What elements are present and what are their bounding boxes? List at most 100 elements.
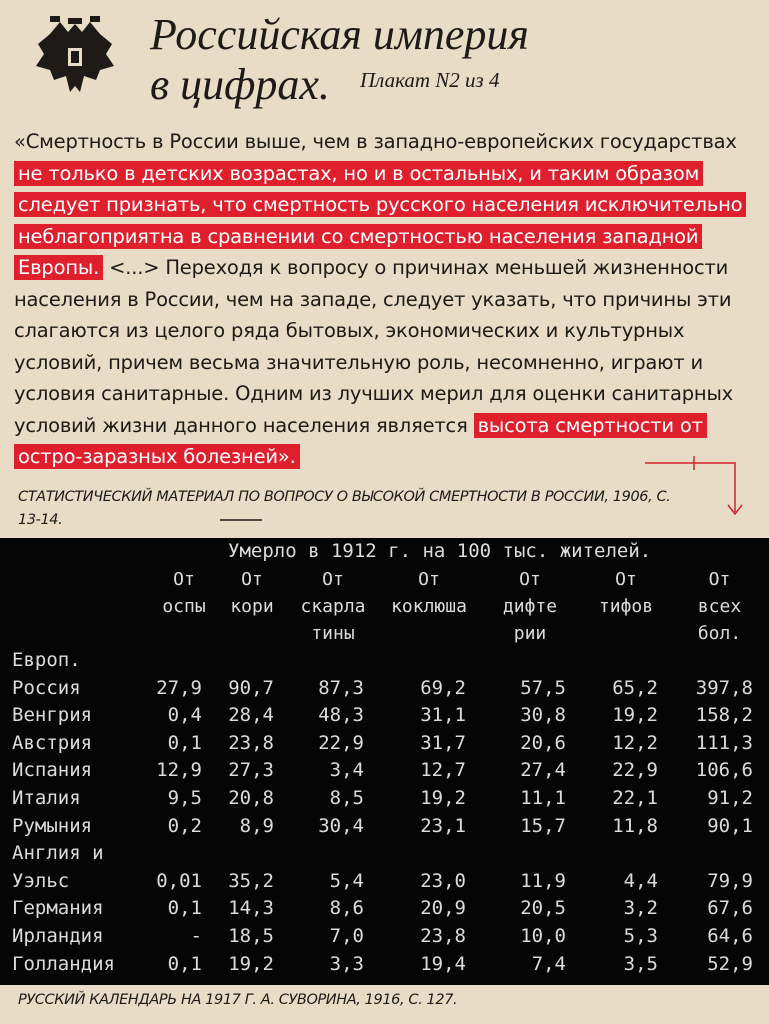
quote-text: «Смертность в России выше, чем в западно… bbox=[14, 130, 737, 153]
cell: 12,7 bbox=[420, 759, 466, 782]
cell: 31,7 bbox=[420, 731, 466, 754]
cell: 23,0 bbox=[420, 869, 466, 892]
cell: 9,5 bbox=[167, 786, 202, 809]
table-body: Европ. Россия 27,9 90,7 87,3 69,2 57,5 65,2 397… bbox=[12, 647, 767, 978]
table-row: Англия и Уэльс 0,01 35,2 5,4 23,0 11,9 4,4 79,9 bbox=[12, 840, 767, 895]
cell: 106,6 bbox=[695, 759, 753, 782]
cell: 67,6 bbox=[707, 897, 753, 920]
cell: 91,2 bbox=[707, 786, 753, 809]
cell: 19,2 bbox=[228, 952, 274, 975]
cell: 31,1 bbox=[420, 704, 466, 727]
cell: 35,2 bbox=[228, 869, 274, 892]
cell: 11,1 bbox=[520, 786, 566, 809]
row-label: Австрия bbox=[12, 731, 93, 754]
column-header: От тифов bbox=[598, 569, 654, 617]
title-line: Российская империя bbox=[150, 10, 529, 59]
cell: 0,1 bbox=[167, 731, 202, 754]
cell: 90,7 bbox=[228, 676, 274, 699]
cell: 8,6 bbox=[329, 897, 364, 920]
table-row: Испания 12,9 27,3 3,4 12,7 27,4 22,9 106,6 bbox=[12, 757, 767, 785]
cell: 57,5 bbox=[520, 676, 566, 699]
cell: 20,8 bbox=[228, 786, 274, 809]
row-label: Испания bbox=[12, 759, 93, 782]
cell: 30,8 bbox=[520, 704, 566, 727]
cell: 20,9 bbox=[420, 897, 466, 920]
table-caption: Умерло в 1912 г. на 100 тыс. жителей. bbox=[228, 540, 652, 562]
cell: 30,4 bbox=[318, 814, 364, 837]
row-label: Италия bbox=[12, 786, 81, 809]
cell: 8,5 bbox=[329, 786, 364, 809]
title: Российская империя в цифрах. bbox=[150, 10, 529, 110]
cell: 27,9 bbox=[156, 676, 202, 699]
table-row: Ирландия - 18,5 7,0 23,8 10,0 5,3 64,6 bbox=[12, 923, 767, 951]
cell: 5,4 bbox=[329, 869, 364, 892]
column-header: От кори bbox=[230, 569, 274, 617]
cell: 8,9 bbox=[239, 814, 274, 837]
cell: 0,1 bbox=[167, 952, 202, 975]
cell: 28,4 bbox=[228, 704, 274, 727]
row-label: Голландия bbox=[12, 952, 115, 975]
cell: 14,3 bbox=[228, 897, 274, 920]
cell: 69,2 bbox=[420, 676, 466, 699]
footer-source: РУССКИЙ КАЛЕНДАРЬ НА 1917 Г. А. СУВОРИНА… bbox=[18, 992, 458, 1008]
column-header: От коклюша bbox=[391, 569, 467, 617]
row-label: Венгрия bbox=[12, 704, 93, 727]
cell: 3,4 bbox=[329, 759, 364, 782]
cell: 22,1 bbox=[612, 786, 658, 809]
cell: 90,1 bbox=[707, 814, 753, 837]
emblem bbox=[36, 16, 114, 92]
corner bbox=[12, 566, 152, 647]
cell: 23,8 bbox=[420, 924, 466, 947]
table-row: Голландия 0,1 19,2 3,3 19,4 7,4 3,5 52,9 bbox=[12, 951, 767, 979]
cell: 0,4 bbox=[167, 704, 202, 727]
cell: 12,9 bbox=[156, 759, 202, 782]
cell: 4,4 bbox=[623, 869, 658, 892]
cell: - bbox=[190, 924, 202, 947]
cell: 0,01 bbox=[156, 869, 202, 892]
row-label: Англия и Уэльс bbox=[12, 842, 104, 892]
cell: 19,2 bbox=[612, 704, 658, 727]
column-header: От всех бол. bbox=[697, 569, 742, 644]
table-row: Венгрия 0,4 28,4 48,3 31,1 30,8 19,2 158,2 bbox=[12, 702, 767, 730]
cell: 111,3 bbox=[695, 731, 753, 754]
table-block: Умерло в 1912 г. на 100 тыс. жителей. От… bbox=[0, 538, 769, 985]
cell: 3,5 bbox=[623, 952, 658, 975]
cell: 20,5 bbox=[520, 897, 566, 920]
cell: 10,0 bbox=[520, 924, 566, 947]
cell: 87,3 bbox=[318, 676, 364, 699]
cell: 64,6 bbox=[707, 924, 753, 947]
cell: 52,9 bbox=[707, 952, 753, 975]
quote-text: <...> Переходя к вопросу о причинах мень… bbox=[14, 256, 734, 437]
cell: 7,0 bbox=[329, 924, 364, 947]
table-row: Германия 0,1 14,3 8,6 20,9 20,5 3,2 67,6 bbox=[12, 895, 767, 923]
cell: 27,3 bbox=[228, 759, 274, 782]
cell: 3,3 bbox=[329, 952, 364, 975]
row-label: Европ. Россия bbox=[12, 649, 81, 699]
cell: 397,8 bbox=[695, 676, 753, 699]
column-header: От скарла тины bbox=[300, 569, 366, 644]
table-row: Европ. Россия 27,9 90,7 87,3 69,2 57,5 65,2 397… bbox=[12, 647, 767, 702]
cell: 7,4 bbox=[531, 952, 566, 975]
table-row: Австрия 0,1 23,8 22,9 31,7 20,6 12,2 111,3 bbox=[12, 730, 767, 758]
cell: 65,2 bbox=[612, 676, 658, 699]
column-header: От дифте рии bbox=[502, 569, 558, 644]
cell: 22,9 bbox=[612, 759, 658, 782]
title-line: в цифрах. bbox=[150, 60, 330, 109]
column-header: От оспы bbox=[162, 569, 206, 617]
cell: 19,4 bbox=[420, 952, 466, 975]
cell: 19,2 bbox=[420, 786, 466, 809]
cell: 0,1 bbox=[167, 897, 202, 920]
cell: 20,6 bbox=[520, 731, 566, 754]
cell: 0,2 bbox=[167, 814, 202, 837]
row-label: Германия bbox=[12, 897, 104, 920]
cell: 79,9 bbox=[707, 869, 753, 892]
header-row: От оспы От кори От скарла тины От коклюша От… bbox=[12, 566, 767, 647]
cell: 12,2 bbox=[612, 731, 658, 754]
table-row: Румыния 0,2 8,9 30,4 23,1 15,7 11,8 90,1 bbox=[12, 813, 767, 841]
quote: «Смертность в России выше, чем в западно… bbox=[14, 126, 764, 473]
cell: 158,2 bbox=[695, 704, 753, 727]
cell: 15,7 bbox=[520, 814, 566, 837]
row-label: Румыния bbox=[12, 814, 93, 837]
